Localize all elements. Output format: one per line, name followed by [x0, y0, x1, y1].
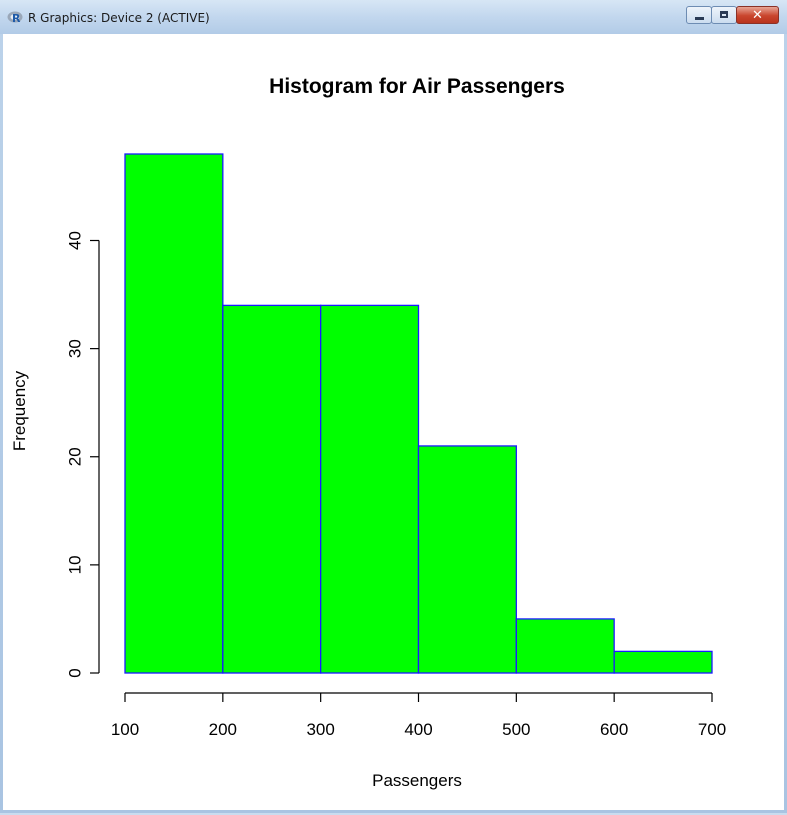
x-tick-label: 100: [111, 720, 139, 739]
histogram-bar: [222, 304, 322, 674]
y-tick-label: 0: [66, 668, 85, 677]
window-controls: ✕: [686, 6, 779, 26]
svg-text:R: R: [12, 12, 21, 24]
y-tick-label: 10: [66, 555, 85, 574]
maximize-button[interactable]: [711, 6, 737, 24]
plot-area: Histogram for Air Passengers 0 10 20 30 40 1…: [3, 34, 784, 810]
x-tick-label: 700: [698, 720, 726, 739]
y-axis-label: Frequency: [10, 370, 29, 451]
r-logo-icon: R: [7, 11, 23, 24]
histogram-bars: [124, 153, 713, 674]
x-tick-label: 600: [600, 720, 628, 739]
histogram-chart: Histogram for Air Passengers 0 10 20 30 40 1…: [10, 75, 726, 790]
maximize-icon: [720, 11, 728, 18]
window-title: R Graphics: Device 2 (ACTIVE): [28, 11, 210, 25]
histogram-bar: [417, 445, 517, 674]
histogram-bar: [613, 650, 713, 674]
histogram-bar: [124, 153, 224, 674]
minimize-icon: [695, 17, 704, 20]
x-axis-label: Passengers: [372, 771, 462, 790]
histogram-bar: [515, 618, 615, 674]
x-axis: 100 200 300 400 500 600 700: [111, 692, 726, 739]
x-tick-label: 300: [306, 720, 334, 739]
chart-title: Histogram for Air Passengers: [269, 75, 565, 98]
y-axis: 0 10 20 30 40: [66, 231, 100, 678]
y-tick-label: 40: [66, 231, 85, 250]
histogram-bar: [320, 304, 420, 674]
close-button[interactable]: ✕: [736, 6, 779, 24]
title-bar[interactable]: R R Graphics: Device 2 (ACTIVE) ✕: [0, 0, 787, 34]
close-icon: ✕: [752, 8, 763, 23]
x-tick-label: 400: [404, 720, 432, 739]
y-tick-label: 20: [66, 447, 85, 466]
y-tick-label: 30: [66, 339, 85, 358]
x-tick-label: 200: [209, 720, 237, 739]
minimize-button[interactable]: [686, 6, 712, 24]
x-tick-label: 500: [502, 720, 530, 739]
